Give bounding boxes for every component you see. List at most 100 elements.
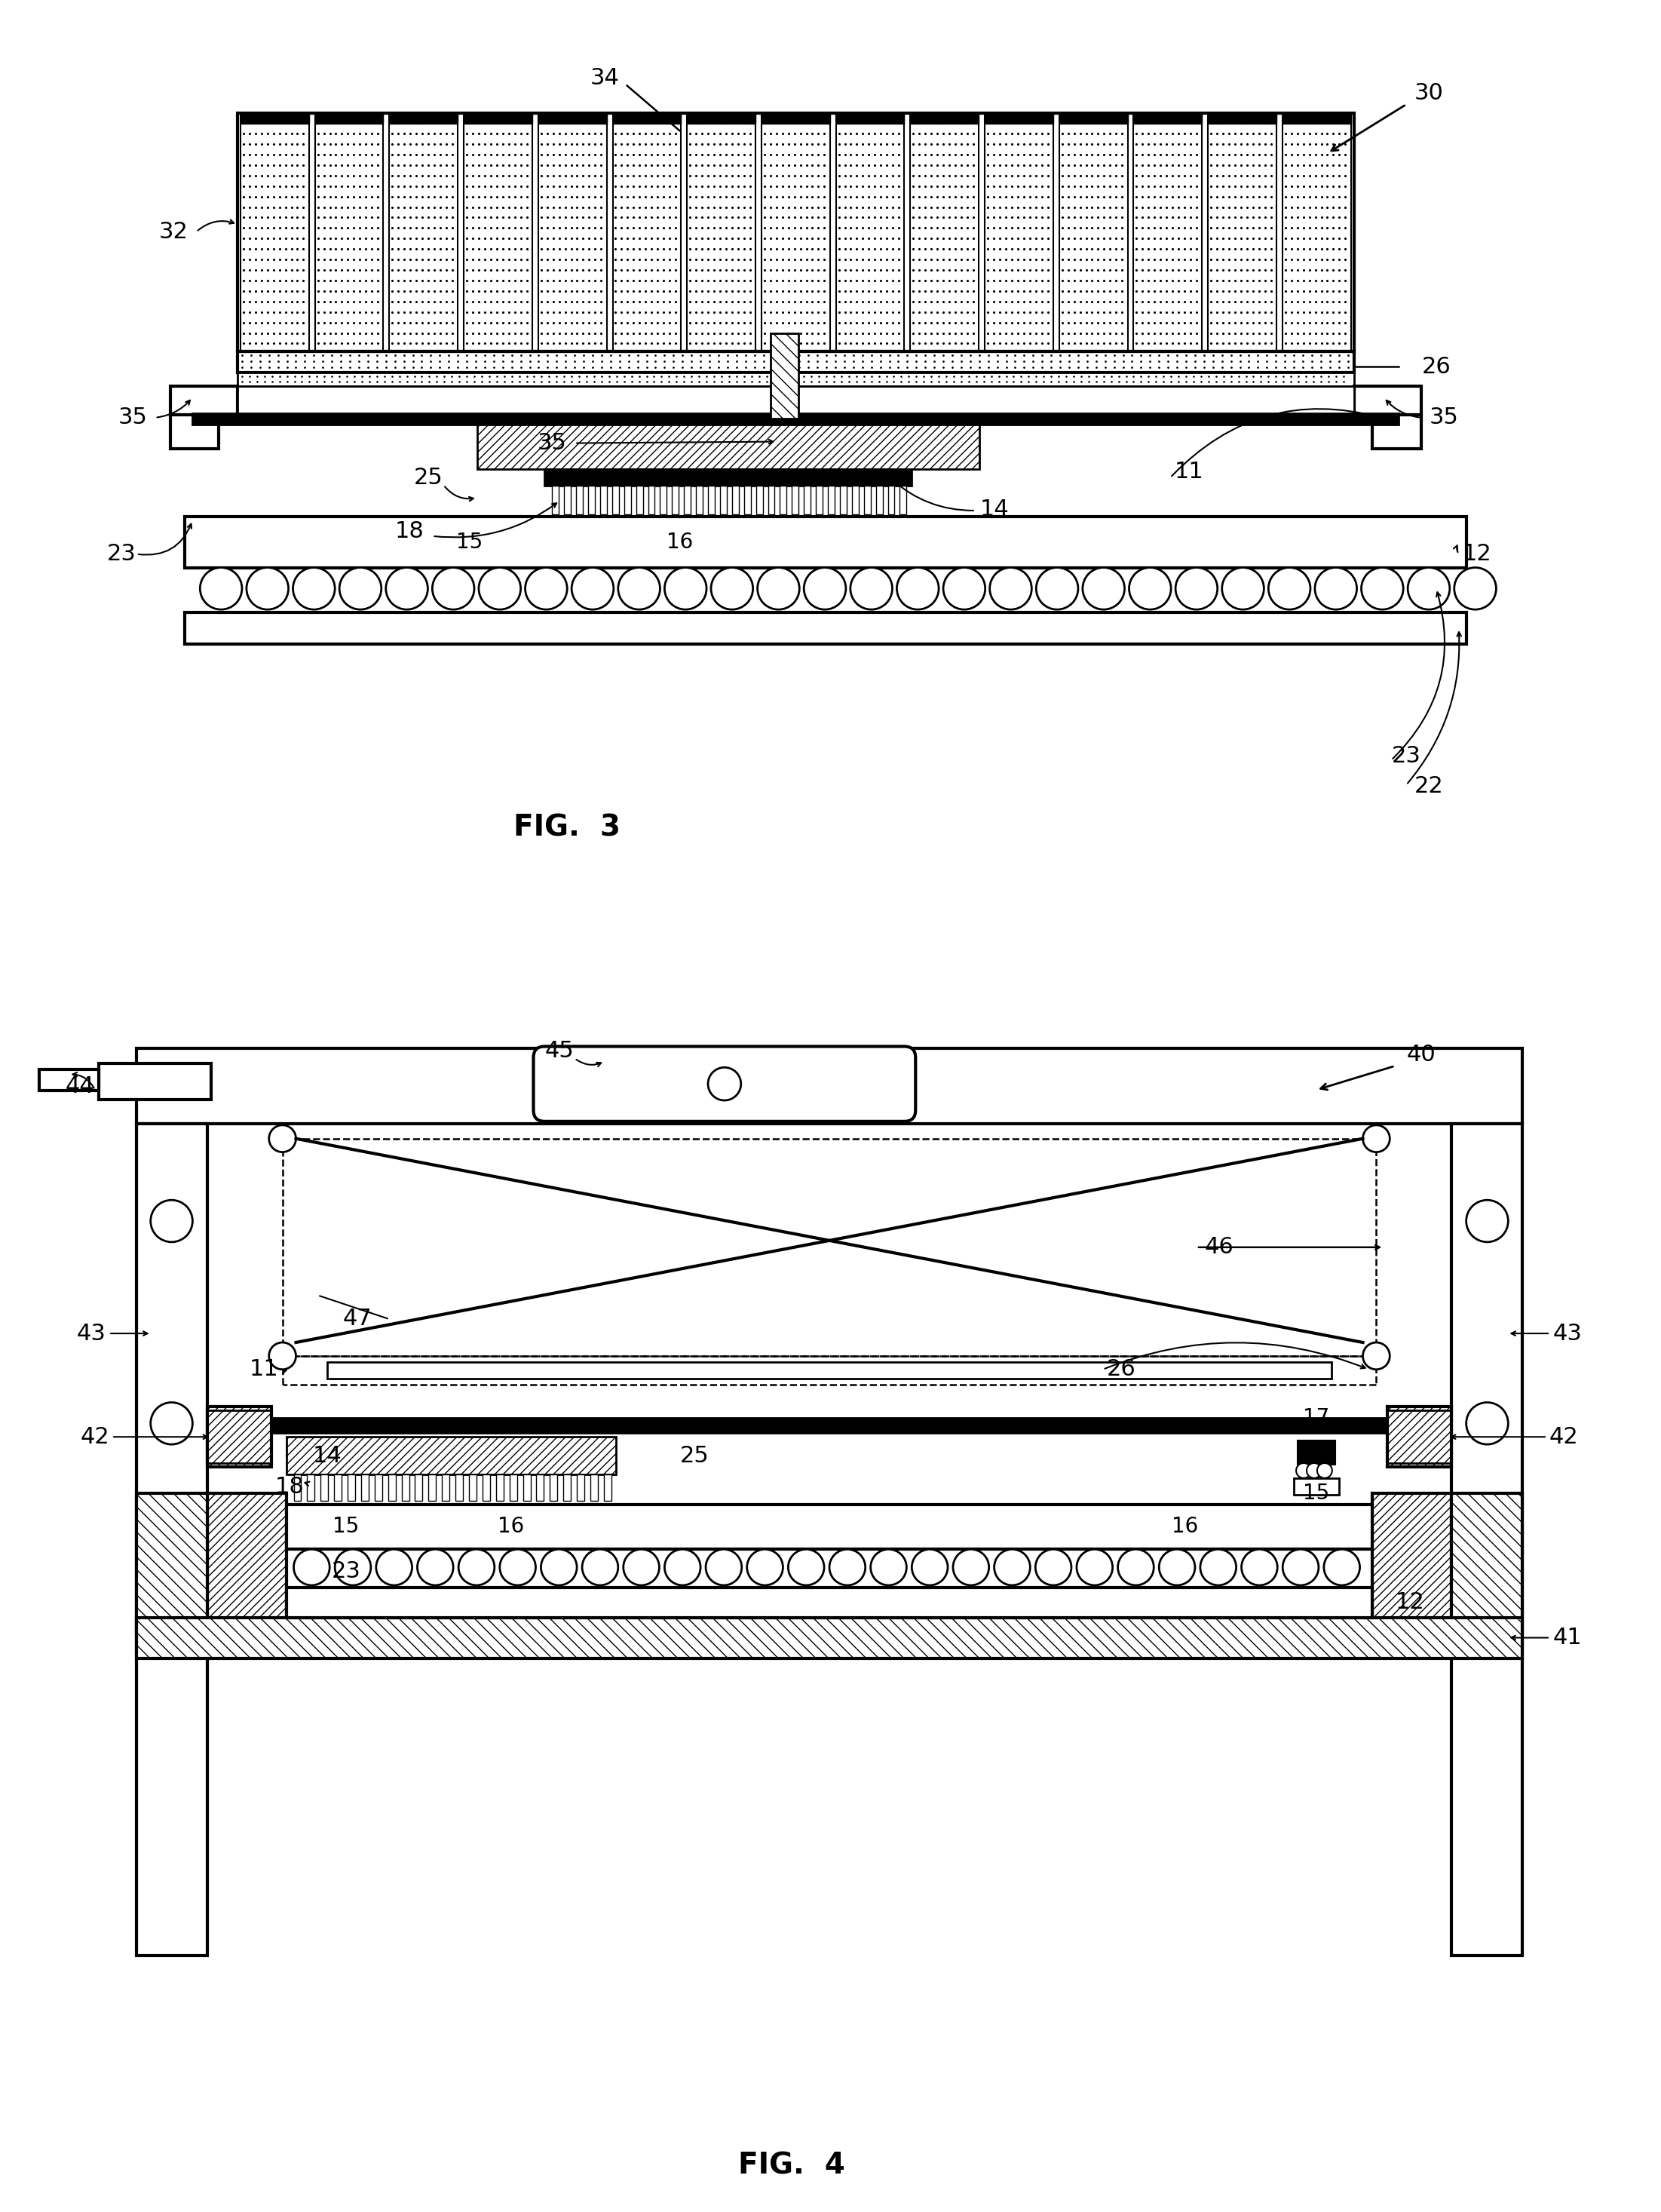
Bar <box>605 1475 611 1500</box>
Circle shape <box>581 1548 618 1586</box>
Bar <box>307 1475 314 1500</box>
Text: 23: 23 <box>332 1559 360 1582</box>
Bar <box>835 113 904 124</box>
Bar <box>688 113 756 124</box>
Bar <box>636 487 643 515</box>
Bar <box>600 487 606 515</box>
Circle shape <box>1296 1462 1311 1478</box>
Circle shape <box>571 568 613 611</box>
Circle shape <box>1035 1548 1071 1586</box>
Bar <box>238 387 1354 414</box>
Circle shape <box>1129 568 1171 611</box>
Text: 15: 15 <box>332 1515 359 1537</box>
Bar <box>1354 387 1422 414</box>
Circle shape <box>1118 1548 1154 1586</box>
Bar <box>761 113 830 124</box>
Text: 43: 43 <box>1553 1323 1581 1345</box>
Bar <box>771 334 799 418</box>
Bar <box>673 487 679 515</box>
Bar <box>613 113 681 124</box>
Bar <box>985 113 1053 124</box>
Circle shape <box>953 1548 988 1586</box>
Text: 45: 45 <box>545 1040 575 1062</box>
Bar <box>875 487 882 515</box>
Bar <box>208 1407 271 1467</box>
Bar <box>100 1064 211 1099</box>
Circle shape <box>1317 1462 1332 1478</box>
Bar <box>576 487 583 515</box>
Bar <box>1297 1440 1335 1464</box>
Circle shape <box>541 1548 576 1586</box>
Bar <box>1282 113 1350 352</box>
Circle shape <box>789 1548 824 1586</box>
Circle shape <box>1176 568 1218 611</box>
Circle shape <box>1036 568 1078 611</box>
Circle shape <box>1241 1548 1277 1586</box>
Text: 18: 18 <box>276 1475 304 1498</box>
Bar <box>1452 1493 1523 1635</box>
Circle shape <box>618 568 659 611</box>
Text: 43: 43 <box>76 1323 106 1345</box>
Circle shape <box>151 1201 193 1241</box>
Bar <box>1294 1478 1339 1495</box>
Text: 15: 15 <box>1304 1482 1330 1504</box>
Bar <box>545 469 912 487</box>
Bar <box>169 414 219 449</box>
Circle shape <box>829 1548 865 1586</box>
Text: 44: 44 <box>65 1075 95 1097</box>
Circle shape <box>339 568 382 611</box>
Bar <box>1372 414 1422 449</box>
Bar <box>327 1363 1332 1378</box>
Circle shape <box>1455 568 1497 611</box>
Text: 22: 22 <box>1414 776 1443 796</box>
Bar <box>588 487 595 515</box>
Bar <box>563 1475 571 1500</box>
Bar <box>1387 1407 1452 1467</box>
Circle shape <box>747 1548 782 1586</box>
Bar <box>241 113 309 352</box>
Circle shape <box>336 1548 370 1586</box>
Circle shape <box>897 568 938 611</box>
Bar <box>696 487 703 515</box>
Bar <box>733 487 739 515</box>
Circle shape <box>1316 568 1357 611</box>
Bar <box>169 387 238 414</box>
Circle shape <box>757 568 799 611</box>
Text: 35: 35 <box>118 407 148 429</box>
Bar <box>482 1475 490 1500</box>
Text: 25: 25 <box>679 1444 709 1467</box>
Circle shape <box>995 1548 1030 1586</box>
Bar <box>415 1475 422 1500</box>
Bar <box>590 1475 598 1500</box>
Bar <box>1060 113 1128 124</box>
Circle shape <box>269 1126 296 1152</box>
Text: 12: 12 <box>1463 544 1492 564</box>
Circle shape <box>199 568 243 611</box>
Circle shape <box>375 1548 412 1586</box>
Bar <box>389 113 458 352</box>
Circle shape <box>269 1343 296 1369</box>
Circle shape <box>1467 1402 1508 1444</box>
Bar <box>38 1071 100 1091</box>
Bar <box>1372 1493 1452 1635</box>
Bar <box>316 113 384 124</box>
Text: 34: 34 <box>590 66 620 88</box>
Bar <box>835 113 904 352</box>
Text: 23: 23 <box>106 544 136 564</box>
Bar <box>613 113 681 352</box>
Bar <box>781 487 787 515</box>
Bar <box>294 1475 301 1500</box>
Bar <box>827 487 834 515</box>
Text: 11: 11 <box>1174 460 1204 482</box>
Text: 25: 25 <box>414 467 443 489</box>
Circle shape <box>1362 1343 1390 1369</box>
Bar <box>238 352 1354 372</box>
Text: 16: 16 <box>666 531 693 553</box>
Bar <box>463 113 532 124</box>
Bar <box>389 113 458 124</box>
Circle shape <box>943 568 985 611</box>
Bar <box>761 113 830 352</box>
Text: 14: 14 <box>312 1444 342 1467</box>
Bar <box>316 113 384 352</box>
Circle shape <box>912 1548 948 1586</box>
